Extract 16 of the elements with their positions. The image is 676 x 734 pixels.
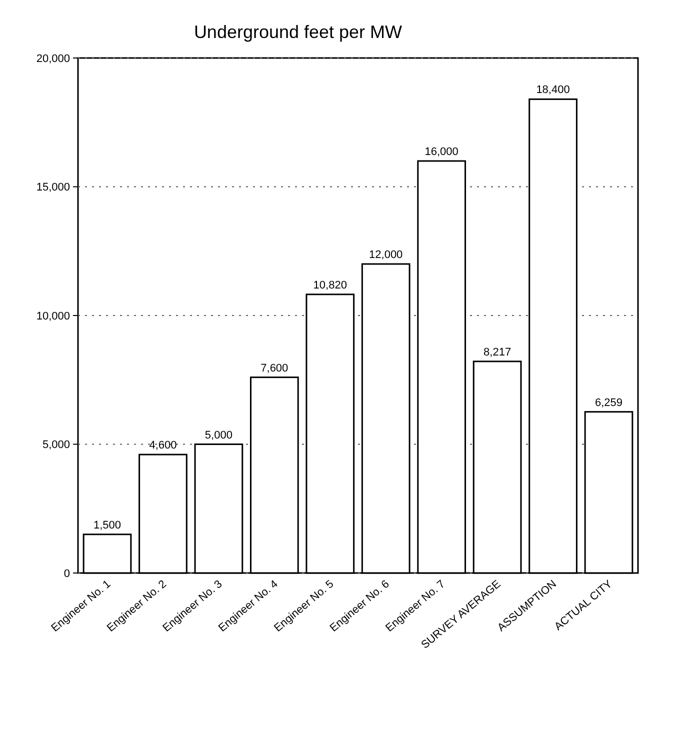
y-tick-label: 20,000 — [36, 52, 70, 65]
data-label: 16,000 — [424, 146, 458, 158]
chart-title: Underground feet per MW — [194, 22, 402, 42]
data-label: 18,400 — [536, 84, 570, 96]
data-label: 6,259 — [594, 396, 623, 409]
data-label: 7,600 — [260, 362, 288, 374]
data-label: 12,000 — [369, 249, 403, 261]
y-tick-label: 10,000 — [36, 310, 70, 322]
data-label: 1,500 — [93, 519, 122, 532]
data-label: 8,217 — [484, 346, 512, 358]
y-tick-label: 15,000 — [36, 182, 70, 194]
data-label: 5,000 — [204, 429, 232, 442]
data-label: 10,820 — [313, 279, 347, 292]
y-tick-label: 5,000 — [42, 439, 70, 452]
data-label: 4,600 — [149, 440, 177, 452]
y-tick-label: 0 — [64, 568, 70, 580]
